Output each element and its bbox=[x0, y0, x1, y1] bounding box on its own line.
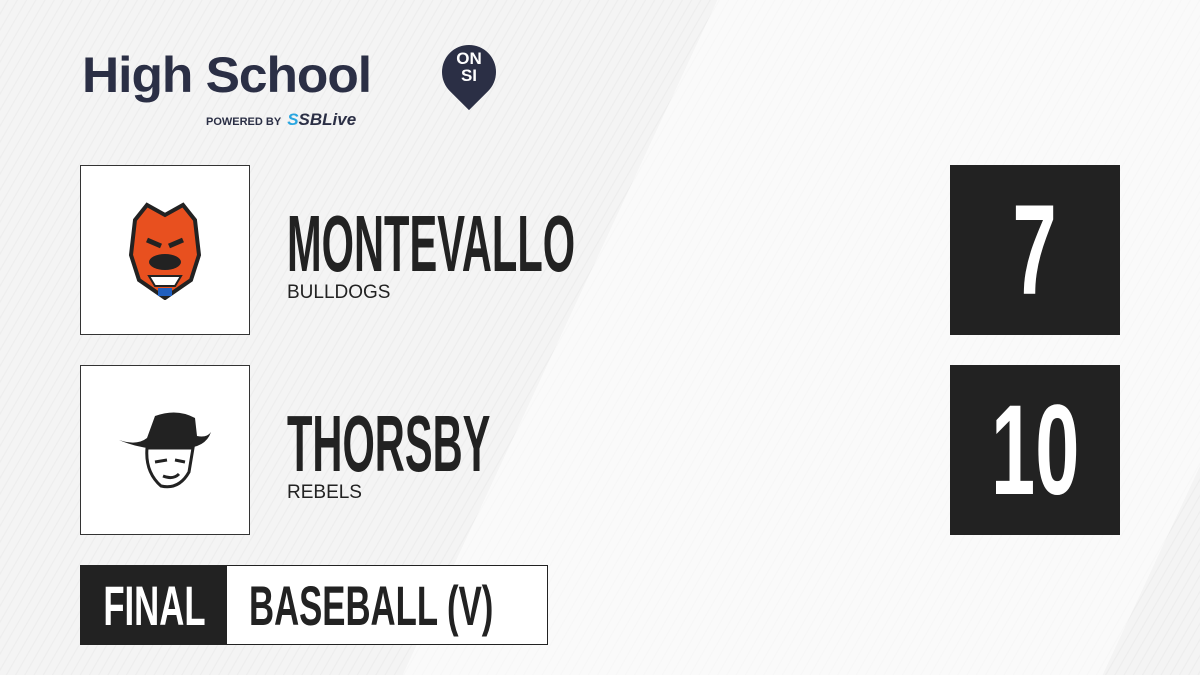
game-info-bar: FINAL BASEBALL (V) bbox=[80, 565, 548, 645]
score-away: 10 bbox=[950, 365, 1120, 535]
team-name-away: THORSBY bbox=[287, 399, 491, 488]
score-value: 10 bbox=[990, 378, 1080, 522]
bulldog-logo-icon bbox=[128, 202, 202, 300]
badge-top: ON bbox=[456, 49, 482, 68]
team-mascot-home: BULLDOGS bbox=[287, 282, 391, 303]
sblive-mark: S bbox=[287, 110, 299, 129]
team-logo-montevallo bbox=[80, 165, 250, 335]
team-name-home: MONTEVALLO bbox=[287, 199, 576, 288]
powered-by: POWERED BY SSBLive bbox=[206, 110, 356, 130]
sport-label-box: BASEBALL (V) bbox=[227, 566, 547, 644]
high-school-on-si-logo: High School ON SI POWERED BY SSBLive bbox=[82, 33, 508, 129]
pin-badge: ON SI bbox=[442, 50, 496, 84]
score-home: 7 bbox=[950, 165, 1120, 335]
logo-title: High School bbox=[82, 47, 372, 103]
team-mascot-away: REBELS bbox=[287, 482, 362, 503]
badge-bottom: SI bbox=[460, 66, 478, 85]
sblive-logo: SSBLive bbox=[287, 110, 356, 129]
status-label: FINAL bbox=[102, 573, 206, 637]
rebel-logo-icon bbox=[119, 412, 211, 489]
sblive-wordmark: SBLive bbox=[298, 110, 357, 129]
team-logo-thorsby bbox=[80, 365, 250, 535]
powered-by-label: POWERED BY bbox=[206, 116, 282, 128]
sport-label: BASEBALL (V) bbox=[249, 573, 494, 637]
game-status: FINAL bbox=[81, 566, 227, 644]
score-value: 7 bbox=[1012, 178, 1058, 322]
